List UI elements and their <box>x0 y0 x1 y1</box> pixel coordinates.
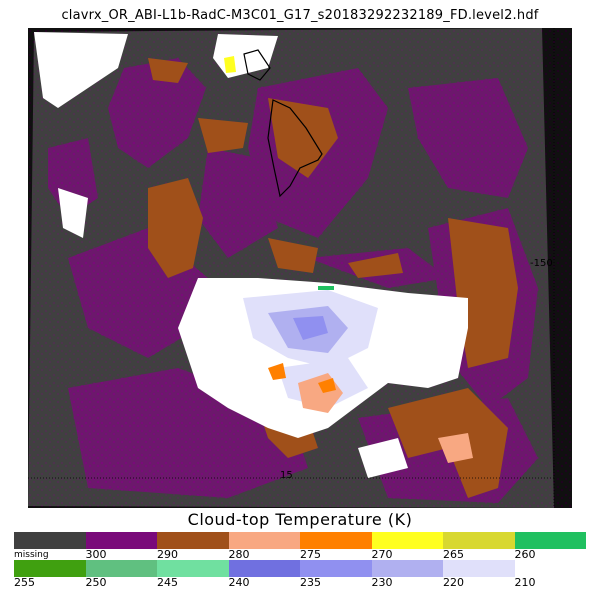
color-legend: missing 300 290 280 275 270 265 260 255 250 245 24… <box>14 532 586 588</box>
longitude-label: -150 <box>530 258 553 269</box>
legend-label: 230 <box>371 576 393 589</box>
legend-swatch <box>514 532 586 549</box>
legend-item: 230 <box>371 560 443 589</box>
cloud-260-patch <box>318 286 334 290</box>
legend-item: 255 <box>14 560 86 588</box>
legend-label: 290 <box>157 548 178 561</box>
map-canvas <box>28 28 572 508</box>
legend-swatch <box>85 560 157 577</box>
legend-row-2: 255 250 245 240 235 230 220 210 <box>14 560 586 588</box>
file-title: clavrx_OR_ABI-L1b-RadC-M3C01_G17_s201832… <box>61 8 539 23</box>
legend-swatch <box>443 560 515 577</box>
legend-item: 280 <box>228 532 300 561</box>
legend-item: 250 <box>85 560 157 589</box>
legend-label: 300 <box>85 548 107 561</box>
legend-label: 210 <box>514 576 536 589</box>
legend-row-1: missing 300 290 280 275 270 265 260 <box>14 532 586 560</box>
legend-swatch <box>371 560 443 577</box>
legend-item: 235 <box>300 560 372 588</box>
legend-label: 250 <box>85 576 107 589</box>
legend-label: 220 <box>443 576 464 589</box>
legend-label: 275 <box>300 548 321 561</box>
legend-swatch <box>14 532 86 549</box>
legend-label: 255 <box>14 576 35 589</box>
legend-label: 265 <box>443 548 464 561</box>
latitude-label: 15 <box>280 470 293 481</box>
cloud-270 <box>224 56 236 73</box>
legend-label: 280 <box>228 548 250 561</box>
legend-swatch <box>157 560 229 577</box>
legend-swatch <box>228 532 300 549</box>
legend-swatch <box>443 532 515 549</box>
legend-item: 220 <box>443 560 515 588</box>
legend-swatch <box>157 532 229 549</box>
legend-swatch <box>300 532 372 549</box>
legend-label: 240 <box>228 576 250 589</box>
legend-item: missing <box>14 532 86 560</box>
legend-label: 260 <box>514 548 536 561</box>
cloud-290 <box>148 58 518 498</box>
legend-item: 210 <box>514 560 586 589</box>
legend-label: 235 <box>300 576 321 589</box>
legend-item: 240 <box>228 560 300 589</box>
legend-item: 290 <box>157 532 229 560</box>
legend-title: Cloud-top Temperature (K) <box>187 510 413 529</box>
legend-item: 300 <box>85 532 157 561</box>
cloud-275 <box>268 363 336 393</box>
legend-swatch <box>514 560 586 577</box>
legend-label: 270 <box>371 548 393 561</box>
cold-cloud-central <box>178 278 468 478</box>
legend-item: 260 <box>514 532 586 561</box>
legend-item: 245 <box>157 560 229 588</box>
legend-label: missing <box>14 550 49 560</box>
legend-swatch <box>300 560 372 577</box>
legend-item: 270 <box>371 532 443 561</box>
legend-item: 265 <box>443 532 515 560</box>
legend-item: 275 <box>300 532 372 560</box>
legend-label: 245 <box>157 576 178 589</box>
satellite-map[interactable]: 15 -150 <box>28 28 572 508</box>
legend-swatch <box>85 532 157 549</box>
coastline <box>243 49 323 198</box>
legend-swatch <box>371 532 443 549</box>
legend-swatch <box>228 560 300 577</box>
graticule <box>28 28 555 508</box>
legend-swatch <box>14 560 86 577</box>
cloud-280 <box>298 373 473 463</box>
